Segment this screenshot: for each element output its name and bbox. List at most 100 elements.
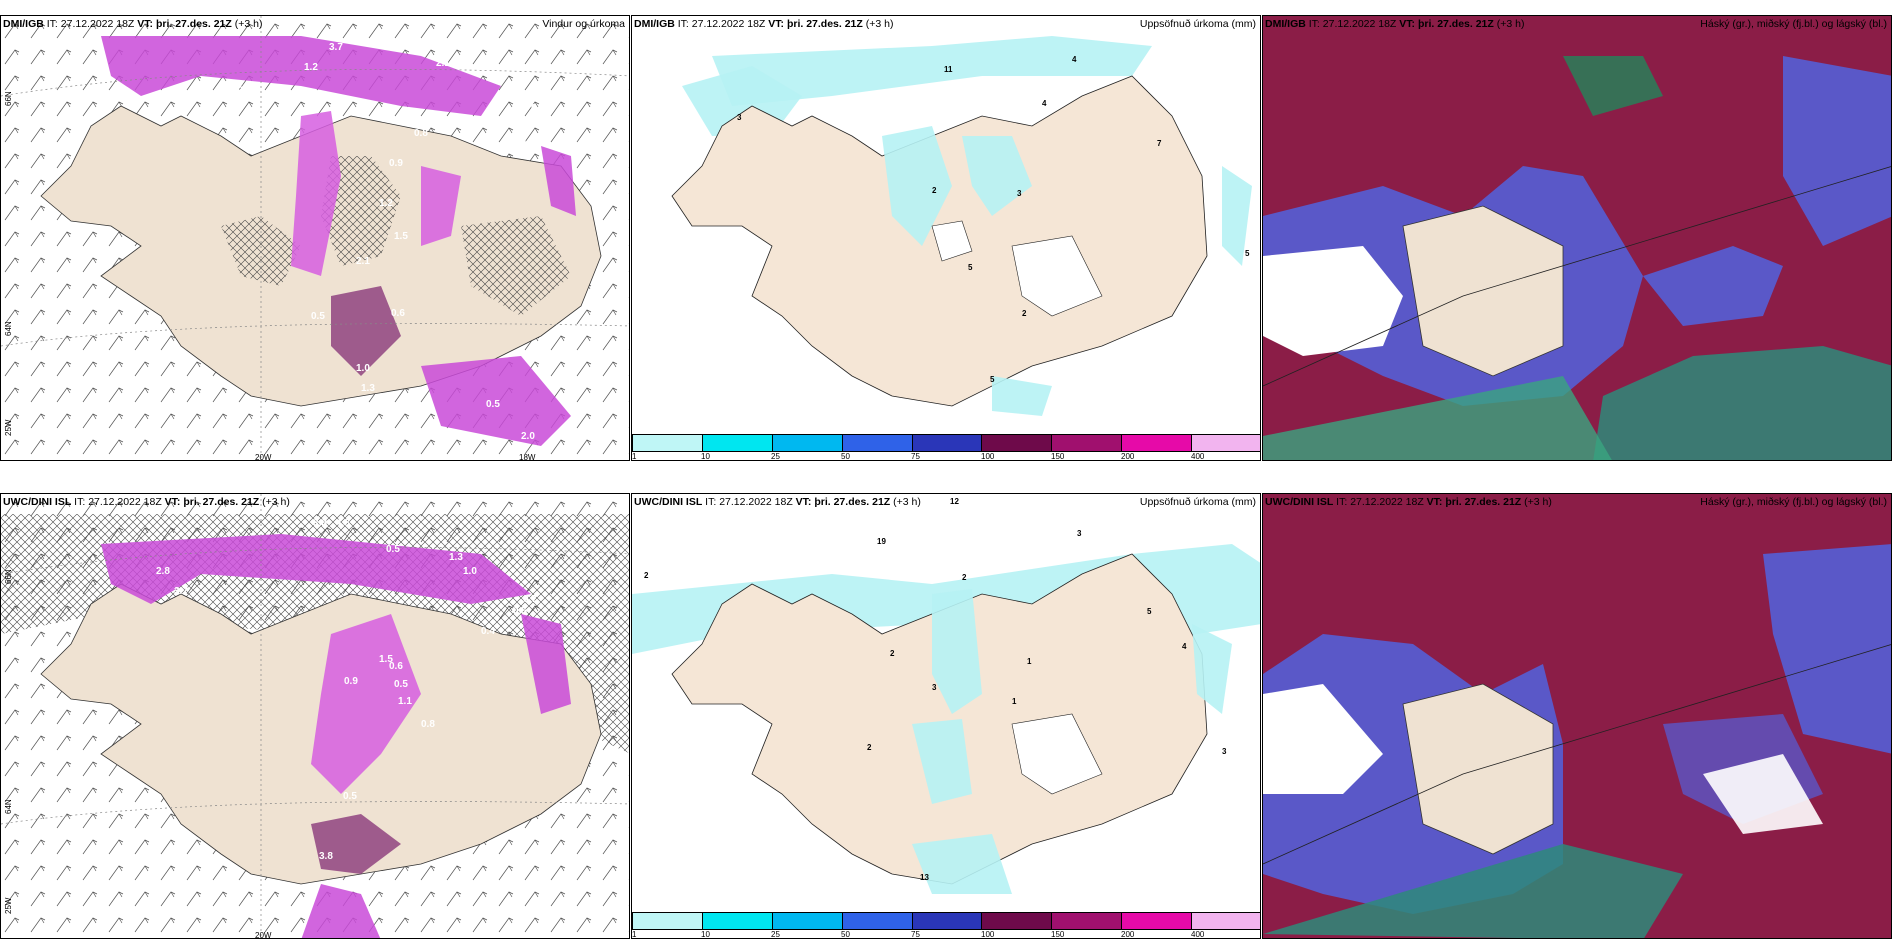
precip-map: 11 4 4 3 7 2 3 5 5 5 2 <box>671 36 1252 416</box>
vt-value: þri. 27.des. 21Z <box>786 18 863 30</box>
colorbar-cell <box>633 435 703 451</box>
lon-label: 25W <box>4 897 13 914</box>
value-label: 3 <box>932 683 937 692</box>
panel-title: Uppsöfnuð úrkoma (mm) <box>1139 18 1256 30</box>
panel-title: Uppsöfnuð úrkoma (mm) <box>1139 496 1256 508</box>
lead-time: (+3 h) <box>1496 18 1525 30</box>
value-label: 5 <box>1147 607 1152 616</box>
it-label: IT: <box>1308 18 1320 30</box>
lon-label: 25W <box>4 419 13 436</box>
vt-label: VT: <box>137 18 154 30</box>
value-label: 3 <box>737 113 742 122</box>
it-label: IT: <box>1336 496 1348 508</box>
value-label: 0.4 <box>481 626 495 637</box>
colorbar-tick: 1 <box>632 930 637 939</box>
it-label: IT: <box>46 18 58 30</box>
value-label: 0.6 <box>389 661 403 672</box>
cloud-map <box>1263 16 1891 460</box>
value-label: 3 <box>1222 747 1227 756</box>
value-label: 1.3 <box>449 552 463 563</box>
wind-precip-map: 3.8 4.8 2.8 3.7 0.5 1.3 1.0 0.9 1.5 0.6 … <box>1 494 629 938</box>
colorbar-tick: 75 <box>911 452 920 461</box>
value-label: 2 <box>867 743 872 752</box>
panel-title: Háský (gr.), miðský (fj.bl.) og lágský (… <box>1700 496 1887 508</box>
value-label: 0.5 <box>343 791 357 802</box>
model-name: UWC/DINI ISL <box>3 496 72 508</box>
colorbar-tick: 75 <box>911 930 920 939</box>
value-label: 4 <box>1182 642 1187 651</box>
lon-label: 18W <box>519 453 536 461</box>
it-value: 27.12.2022 18Z <box>1322 18 1397 30</box>
panel-header: UWC/DINI ISL IT: 27.12.2022 18Z VT: þri.… <box>1263 494 1891 511</box>
vt-value: þri. 27.des. 21Z <box>155 18 232 30</box>
colorbar-cell <box>702 435 773 451</box>
value-label: 3 <box>1077 529 1082 538</box>
value-label: 4.8 <box>336 518 350 529</box>
colorbar-tick: 150 <box>1051 930 1065 939</box>
it-value: 27.12.2022 18Z <box>88 496 162 508</box>
model-name: UWC/DINI ISL <box>1265 496 1334 508</box>
colorbar-tick: 25 <box>771 452 780 461</box>
colorbar-cell <box>1192 435 1260 451</box>
model-name: UWC/DINI ISL <box>634 496 703 508</box>
colorbar-cell <box>1122 435 1193 451</box>
panel-header: DMI/IGB IT: 27.12.2022 18Z VT: þri. 27.d… <box>632 16 1260 33</box>
vt-value: þri. 27.des. 21Z <box>1445 496 1522 508</box>
value-label: 1.0 <box>463 566 477 577</box>
lat-label: 64N <box>4 321 13 336</box>
value-label: 7 <box>1157 139 1162 148</box>
colorbar-cell <box>1052 435 1123 451</box>
it-label: IT: <box>74 496 86 508</box>
colorbar-tick: 25 <box>771 930 780 939</box>
value-label: 1.0 <box>356 363 370 374</box>
value-label: 1 <box>1027 657 1032 666</box>
value-label: 0.8 <box>414 128 428 139</box>
value-label: 2 <box>1022 309 1027 318</box>
vt-value: þri. 27.des. 21Z <box>183 496 260 508</box>
panel-cloud-dmi: DMI/IGB IT: 27.12.2022 18Z VT: þri. 27.d… <box>1262 15 1892 461</box>
value-label: 12 <box>950 497 959 506</box>
colorbar-tick: 400 <box>1191 930 1205 939</box>
vt-value: þri. 27.des. 21Z <box>1417 18 1494 30</box>
colorbar-tick: 150 <box>1051 452 1065 461</box>
value-label: 1 <box>1012 697 1017 706</box>
vt-label: VT: <box>1399 18 1416 30</box>
value-label: 4 <box>1042 99 1047 108</box>
vt-label: VT: <box>1426 496 1443 508</box>
precip-colorbar: 1 10 25 50 75 100 150 200 400 <box>632 912 1260 939</box>
vt-label: VT: <box>164 496 181 508</box>
precip-colorbar: 1 10 25 50 75 100 150 200 400 <box>632 434 1260 461</box>
vt-label: VT: <box>795 496 812 508</box>
colorbar-cell <box>842 435 913 451</box>
colorbar-tick: 50 <box>841 930 850 939</box>
panel-wind-dmi: 3.7 0.3 2.1 3.1 1.2 0.8 0.5 0.9 1.2 1.5 … <box>0 15 630 461</box>
colorbar-tick: 400 <box>1191 452 1205 461</box>
value-label: 4.1 <box>521 136 535 147</box>
value-label: 2 <box>644 571 649 580</box>
lat-label: 66N <box>4 91 13 106</box>
value-label: 19 <box>877 537 886 546</box>
value-label: 0.7 <box>523 594 537 605</box>
colorbar-cell <box>842 913 913 929</box>
it-value: 27.12.2022 18Z <box>691 18 766 30</box>
value-label: 3.1 <box>156 91 170 102</box>
panel-header: DMI/IGB IT: 27.12.2022 18Z VT: þri. 27.d… <box>1 16 629 33</box>
colorbar-tick: 200 <box>1121 452 1135 461</box>
value-label: 2 <box>962 573 967 582</box>
value-label: 3.8 <box>319 851 333 862</box>
panel-precip-dmi: 11 4 4 3 7 2 3 5 5 5 2 DMI/IGB IT: 27.12… <box>631 15 1261 461</box>
panel-header: UWC/DINI ISL IT: 27.12.2022 18Z VT: þri.… <box>1 494 629 511</box>
value-label: 3 <box>1017 189 1022 198</box>
colorbar-tick: 50 <box>841 452 850 461</box>
it-value: 27.12.2022 18Z <box>1350 496 1424 508</box>
it-label: IT: <box>705 496 717 508</box>
lead-time: (+3 h) <box>1524 496 1552 508</box>
lead-time: (+3 h) <box>865 18 894 30</box>
value-label: 11 <box>944 65 953 74</box>
colorbar-tick: 100 <box>981 930 995 939</box>
colorbar-tick: 10 <box>701 452 710 461</box>
value-label: 2.0 <box>521 431 535 442</box>
value-label: 0.3 <box>599 42 613 53</box>
colorbar-cell <box>982 435 1053 451</box>
value-label: 0.8 <box>421 719 435 730</box>
